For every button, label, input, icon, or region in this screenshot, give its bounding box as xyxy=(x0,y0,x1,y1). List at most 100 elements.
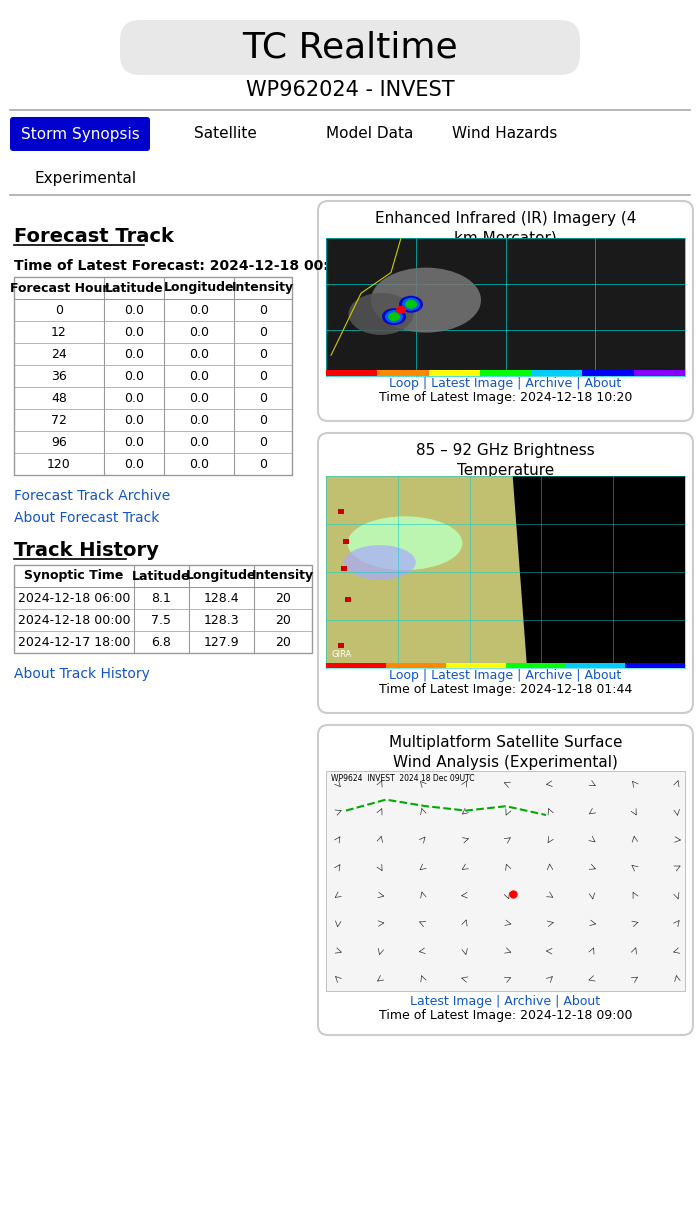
Bar xyxy=(625,663,685,668)
FancyBboxPatch shape xyxy=(318,433,693,713)
Text: Forecast Hour: Forecast Hour xyxy=(10,281,108,294)
Text: 0.0: 0.0 xyxy=(189,435,209,449)
Text: 0: 0 xyxy=(259,369,267,382)
Text: 6.8: 6.8 xyxy=(152,636,172,649)
Bar xyxy=(386,663,446,668)
Text: 24: 24 xyxy=(51,347,67,361)
Text: 0: 0 xyxy=(259,414,267,427)
Text: 20: 20 xyxy=(275,591,291,604)
Text: 0.0: 0.0 xyxy=(124,392,144,404)
Text: 0.0: 0.0 xyxy=(124,457,144,470)
Text: Latitude: Latitude xyxy=(105,281,163,294)
Text: Latest Image | Archive | About: Latest Image | Archive | About xyxy=(410,995,601,1007)
Bar xyxy=(531,370,582,376)
Text: Intensity: Intensity xyxy=(232,281,294,294)
Text: 0.0: 0.0 xyxy=(124,304,144,316)
Bar xyxy=(14,564,312,652)
Text: 20: 20 xyxy=(275,636,291,649)
Bar xyxy=(480,370,531,376)
Polygon shape xyxy=(326,476,527,668)
Bar xyxy=(582,370,634,376)
Text: GIRA: GIRA xyxy=(331,650,351,658)
Bar xyxy=(505,663,566,668)
Text: 0: 0 xyxy=(55,304,63,316)
Text: 0: 0 xyxy=(259,392,267,404)
Text: Enhanced Infrared (IR) Imagery (4
km Mercator): Enhanced Infrared (IR) Imagery (4 km Mer… xyxy=(374,211,636,246)
Text: Model Data: Model Data xyxy=(326,127,414,141)
Text: WP962024 - INVEST: WP962024 - INVEST xyxy=(246,80,454,100)
Text: 128.4: 128.4 xyxy=(204,591,239,604)
Text: Longitude: Longitude xyxy=(164,281,234,294)
Text: 12: 12 xyxy=(51,326,67,339)
Bar xyxy=(341,566,347,572)
Ellipse shape xyxy=(382,309,406,326)
Bar xyxy=(345,597,351,602)
Text: Time of Latest Image: 2024-12-18 09:00: Time of Latest Image: 2024-12-18 09:00 xyxy=(379,1009,632,1023)
FancyBboxPatch shape xyxy=(318,725,693,1035)
FancyBboxPatch shape xyxy=(120,21,580,75)
Bar xyxy=(326,476,685,668)
Text: 0.0: 0.0 xyxy=(124,414,144,427)
Ellipse shape xyxy=(385,310,403,323)
Text: Satellite: Satellite xyxy=(194,127,256,141)
Text: Loop | Latest Image | Archive | About: Loop | Latest Image | Archive | About xyxy=(389,668,622,681)
Text: Latitude: Latitude xyxy=(132,569,191,582)
Text: TC Realtime: TC Realtime xyxy=(242,30,458,64)
Bar xyxy=(446,663,505,668)
Text: Time of Latest Forecast: 2024-12-18 00:00: Time of Latest Forecast: 2024-12-18 00:0… xyxy=(14,259,348,273)
Text: 20: 20 xyxy=(275,614,291,626)
Text: Longitude: Longitude xyxy=(186,569,257,582)
Text: 2024-12-18 06:00: 2024-12-18 06:00 xyxy=(18,591,130,604)
Text: About Forecast Track: About Forecast Track xyxy=(14,511,160,525)
Text: 127.9: 127.9 xyxy=(204,636,239,649)
Bar xyxy=(14,277,292,475)
Text: 85 – 92 GHz Brightness
Temperature: 85 – 92 GHz Brightness Temperature xyxy=(416,443,595,478)
Text: Multiplatform Satellite Surface
Wind Analysis (Experimental): Multiplatform Satellite Surface Wind Ana… xyxy=(389,734,622,769)
Text: 0.0: 0.0 xyxy=(189,304,209,316)
Ellipse shape xyxy=(388,312,400,321)
Text: 96: 96 xyxy=(51,435,67,449)
Text: 2024-12-18 00:00: 2024-12-18 00:00 xyxy=(18,614,130,626)
Text: 120: 120 xyxy=(47,457,71,470)
Text: 128.3: 128.3 xyxy=(204,614,239,626)
Bar xyxy=(326,238,685,376)
Text: 0.0: 0.0 xyxy=(189,392,209,404)
Text: Experimental: Experimental xyxy=(35,171,137,187)
Ellipse shape xyxy=(349,293,414,335)
Text: Wind Hazards: Wind Hazards xyxy=(452,127,558,141)
Bar xyxy=(338,643,344,648)
Ellipse shape xyxy=(402,298,420,311)
Text: WP9624  INVEST  2024 18 Dec 09UTC: WP9624 INVEST 2024 18 Dec 09UTC xyxy=(331,774,475,783)
Ellipse shape xyxy=(344,545,416,580)
Text: About Track History: About Track History xyxy=(14,667,150,681)
Text: 0.0: 0.0 xyxy=(124,326,144,339)
Text: Time of Latest Image: 2024-12-18 10:20: Time of Latest Image: 2024-12-18 10:20 xyxy=(379,392,632,404)
Text: Storm Synopsis: Storm Synopsis xyxy=(20,127,139,141)
Text: 0: 0 xyxy=(259,457,267,470)
Text: 0.0: 0.0 xyxy=(189,414,209,427)
Text: Forecast Track Archive: Forecast Track Archive xyxy=(14,488,170,503)
Text: 0.0: 0.0 xyxy=(124,435,144,449)
Text: 0.0: 0.0 xyxy=(189,369,209,382)
Text: 0.0: 0.0 xyxy=(124,369,144,382)
Bar xyxy=(326,370,377,376)
Bar xyxy=(377,370,428,376)
Text: Forecast Track: Forecast Track xyxy=(14,227,174,246)
Text: 2024-12-17 18:00: 2024-12-17 18:00 xyxy=(18,636,130,649)
Text: 7.5: 7.5 xyxy=(151,614,172,626)
Bar xyxy=(428,370,480,376)
Text: 8.1: 8.1 xyxy=(152,591,172,604)
Text: Intensity: Intensity xyxy=(252,569,314,582)
Text: 0.0: 0.0 xyxy=(124,347,144,361)
Text: 0: 0 xyxy=(259,435,267,449)
Bar xyxy=(566,663,625,668)
Text: 36: 36 xyxy=(51,369,67,382)
Bar xyxy=(343,539,349,544)
Bar xyxy=(326,771,685,991)
Ellipse shape xyxy=(371,268,481,333)
Bar xyxy=(326,663,386,668)
FancyBboxPatch shape xyxy=(318,201,693,421)
Bar xyxy=(338,509,344,514)
Text: 48: 48 xyxy=(51,392,67,404)
Bar xyxy=(634,370,685,376)
